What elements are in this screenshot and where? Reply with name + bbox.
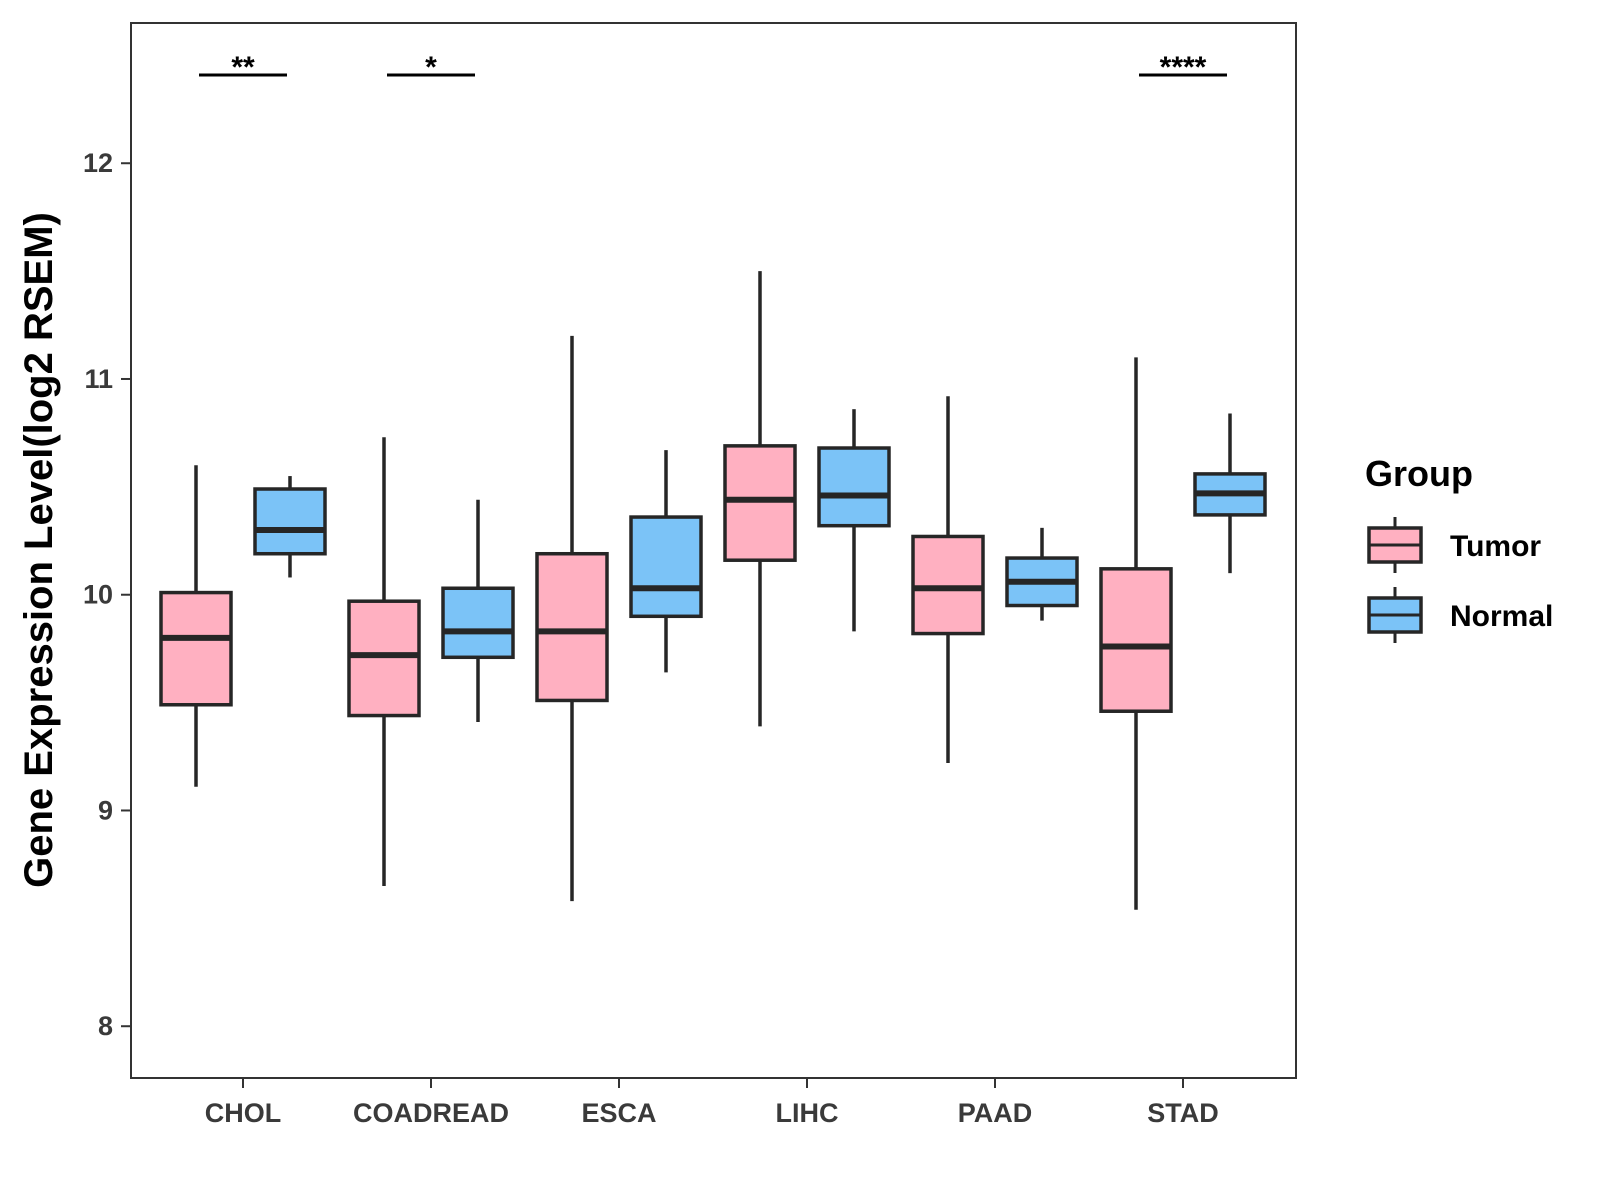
box-body xyxy=(629,515,703,619)
significance-label: ** xyxy=(231,51,255,84)
significance-label: **** xyxy=(1160,51,1207,84)
series-tumor xyxy=(159,271,1173,910)
box-tumor-esca xyxy=(535,335,609,902)
box-body xyxy=(347,599,421,718)
x-tick-label: ESCA xyxy=(581,1098,656,1128)
legend: Group Tumor Normal xyxy=(1365,453,1553,643)
box-body xyxy=(723,444,797,562)
box-tumor-coadread xyxy=(347,437,421,886)
box-body xyxy=(159,590,233,707)
legend-label-tumor: Tumor xyxy=(1450,530,1541,563)
y-axis-title: Gene Expression Level(log2 RSEM) xyxy=(17,212,61,888)
box-body xyxy=(911,534,985,636)
y-tick-label: 10 xyxy=(83,580,113,610)
x-tick-label: CHOL xyxy=(205,1098,282,1128)
x-tick-label: COADREAD xyxy=(353,1098,509,1128)
legend-key-normal xyxy=(1367,587,1423,643)
box-tumor-stad xyxy=(1099,357,1173,910)
box-body xyxy=(817,446,891,528)
box-normal-lihc xyxy=(817,409,891,632)
plot-panel-border xyxy=(130,22,1297,1079)
box-tumor-paad xyxy=(911,396,985,764)
box-normal-stad xyxy=(1193,413,1267,574)
box-body xyxy=(1099,567,1173,713)
box-tumor-lihc xyxy=(723,271,797,727)
box-body xyxy=(253,487,327,556)
box-normal-paad xyxy=(1005,527,1079,621)
x-tick-label: PAAD xyxy=(958,1098,1033,1128)
box-body xyxy=(441,586,515,660)
legend-key-tumor xyxy=(1367,517,1423,573)
box-body xyxy=(535,551,609,703)
y-tick-label: 11 xyxy=(84,364,113,394)
y-tick-label: 8 xyxy=(98,1011,113,1041)
box-normal-coadread xyxy=(441,499,515,723)
legend-label-normal: Normal xyxy=(1450,600,1553,633)
box-normal-esca xyxy=(629,450,703,673)
y-tick-label: 9 xyxy=(98,795,113,825)
significance-label: * xyxy=(425,51,437,84)
series-normal xyxy=(253,409,1267,723)
box-tumor-chol xyxy=(159,465,233,787)
legend-title: Group xyxy=(1365,453,1473,494)
y-tick-label: 12 xyxy=(83,148,113,178)
x-tick-label: LIHC xyxy=(776,1098,839,1128)
x-tick-label: STAD xyxy=(1147,1098,1219,1128)
box-normal-chol xyxy=(253,476,327,578)
